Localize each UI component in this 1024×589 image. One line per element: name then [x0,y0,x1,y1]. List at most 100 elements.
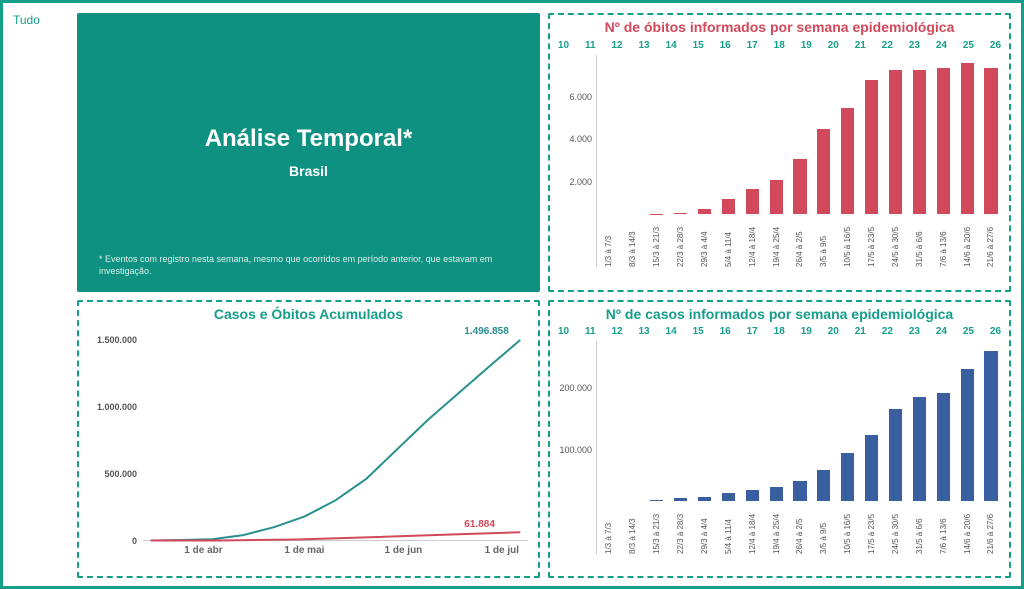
bar-column: 24/5 à 30/5 [885,55,907,268]
bar-x-label: 15/3 à 21/3 [652,504,661,554]
week-number: 15 [693,40,704,51]
main-subtitle: Brasil [99,163,518,179]
bar-column: 31/5 à 6/6 [908,341,930,554]
week-number: 19 [801,40,812,51]
week-number: 16 [720,40,731,51]
week-number: 15 [693,326,704,337]
y-tick-label: 0 [132,536,137,546]
week-number: 24 [936,40,947,51]
bar-x-label: 29/3 à 4/4 [700,504,709,554]
bar-column: 5/4 à 11/4 [717,55,739,268]
deaths-bar-area: 2.0004.0006.000 1/3 à 7/38/3 à 14/315/3 … [550,51,1009,270]
bar [674,213,687,215]
bar-column: 1/3 à 7/3 [598,55,620,268]
bar [698,209,711,214]
deaths-week-row: 1011121314151617181920212223242526 [550,40,1009,51]
week-number: 11 [585,326,596,337]
bar [865,435,878,501]
bar-column: 19/4 à 25/4 [765,341,787,554]
bar-x-label: 31/5 à 6/6 [915,504,924,554]
bar-column: 29/3 à 4/4 [694,341,716,554]
green-title-box: Análise Temporal* Brasil * Eventos com r… [77,13,540,292]
bar [746,189,759,215]
bar [889,409,902,501]
cases-bars: 1/3 à 7/3 8/3 à 14/3 15/3 à 21/3 22/3 à 28/… [596,341,1003,554]
bar-column: 12/4 à 18/4 [741,341,763,554]
bar [698,497,711,501]
week-number: 18 [774,40,785,51]
main-grid: Análise Temporal* Brasil * Eventos com r… [73,13,1011,578]
bar-x-label: 8/3 à 14/3 [628,217,637,267]
bar-x-label: 29/3 à 4/4 [700,217,709,267]
cases-week-row: 1011121314151617181920212223242526 [550,326,1009,337]
x-tick-label: 1 de jul [485,545,519,556]
bar-column: 26/4 à 2/5 [789,55,811,268]
nav-tudo[interactable]: Tudo [13,13,40,27]
bar-column: 15/3 à 21/3 [646,341,668,554]
bar [913,397,926,501]
bar [937,68,950,215]
bar-x-label: 24/5 à 30/5 [891,504,900,554]
week-number: 12 [611,326,622,337]
bar-column: 17/5 à 23/5 [861,55,883,268]
week-number: 20 [828,40,839,51]
week-number: 20 [828,326,839,337]
bar-column: 26/4 à 2/5 [789,341,811,554]
deaths-chart-title: Nº de óbitos informados por semana epide… [550,19,1009,36]
week-number: 22 [882,40,893,51]
week-number: 23 [909,40,920,51]
dashboard-frame: Tudo Análise Temporal* Brasil * Eventos … [0,0,1024,589]
bar [841,108,854,214]
left-nav: Tudo [13,11,73,578]
bar-column: 17/5 à 23/5 [861,341,883,554]
bar-x-label: 1/3 à 7/3 [604,504,613,554]
week-number: 17 [747,40,758,51]
cumulative-plot-wrap: 0500.0001.000.0001.500.000 1.496.85861.8… [79,322,538,567]
bar-x-label: 3/5 à 9/5 [819,217,828,267]
bar-column: 21/6 à 27/6 [980,55,1002,268]
main-title: Análise Temporal* [99,125,518,153]
bar-x-label: 21/6 à 27/6 [986,217,995,267]
y-tick-label: 1.500.000 [97,335,137,345]
bar [722,493,735,500]
bar-x-label: 14/6 à 20/6 [963,504,972,554]
bar-x-label: 17/5 à 23/5 [867,217,876,267]
week-number: 22 [882,326,893,337]
bar [793,481,806,501]
bar-x-label: 21/6 à 27/6 [986,504,995,554]
bar [984,68,997,215]
cases-bar-area: 100.000200.000 1/3 à 7/38/3 à 14/315/3 à… [550,337,1009,556]
bar-column: 10/5 à 16/5 [837,55,859,268]
week-number: 13 [639,40,650,51]
bar-x-label: 7/6 à 13/6 [939,217,948,267]
cases-bar-chart: Nº de casos informados por semana epidem… [548,300,1011,579]
cumulative-line-chart: Casos e Óbitos Acumulados 0500.0001.000.… [77,300,540,579]
bar-x-label: 22/3 à 28/3 [676,217,685,267]
cumulative-chart-title: Casos e Óbitos Acumulados [79,306,538,323]
week-number: 25 [963,326,974,337]
bar-x-label: 19/4 à 25/4 [772,217,781,267]
bar-column: 24/5 à 30/5 [885,341,907,554]
bar-column: 8/3 à 14/3 [622,55,644,268]
y-tick-label: 500.000 [104,469,137,479]
bar-column: 31/5 à 6/6 [908,55,930,268]
bar [913,70,926,215]
bar [793,159,806,214]
week-number: 18 [774,326,785,337]
bar-x-label: 24/5 à 30/5 [891,217,900,267]
week-number: 26 [990,40,1001,51]
bar-column: 29/3 à 4/4 [694,55,716,268]
x-tick-label: 1 de mai [284,545,324,556]
series-line [151,340,521,541]
series-end-label: 61.884 [464,519,495,530]
bar-column: 22/3 à 28/3 [670,341,692,554]
week-number: 21 [855,326,866,337]
bar [841,453,854,501]
bar-x-label: 14/6 à 20/6 [963,217,972,267]
main-footnote: * Eventos com registro nesta semana, mes… [99,254,518,277]
bar-x-label: 5/4 à 11/4 [724,504,733,554]
x-tick-label: 1 de jun [385,545,423,556]
bar [770,487,783,500]
bar-x-label: 8/3 à 14/3 [628,504,637,554]
bar [865,80,878,214]
